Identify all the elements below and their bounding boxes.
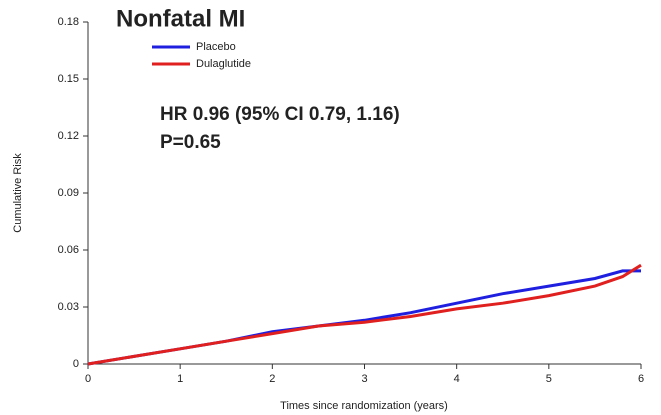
x-axis-label: Times since randomization (years) — [280, 400, 448, 412]
y-tick-label: 0.18 — [58, 16, 79, 28]
chart-title: Nonfatal MI — [116, 5, 245, 32]
y-tick-label: 0.03 — [58, 301, 79, 313]
x-tick-label: 0 — [85, 373, 91, 385]
legend-label: Dulaglutide — [196, 58, 251, 70]
y-axis-label: Cumulative Risk — [12, 153, 24, 233]
x-tick-label: 2 — [269, 373, 275, 385]
series-line — [87, 263, 642, 366]
x-tick-label: 3 — [361, 373, 367, 385]
y-tick-label: 0 — [73, 358, 79, 370]
y-tick-label: 0.12 — [58, 130, 79, 142]
y-tick-label: 0.09 — [58, 187, 79, 199]
x-tick-label: 6 — [638, 373, 644, 385]
y-tick-label: 0.15 — [58, 73, 79, 85]
y-tick-label: 0.06 — [58, 244, 79, 256]
x-tick-label: 4 — [454, 373, 460, 385]
annotation: P=0.65 — [160, 132, 221, 153]
annotation: HR 0.96 (95% CI 0.79, 1.16) — [160, 104, 400, 125]
legend-label: Placebo — [196, 41, 236, 53]
x-tick-label: 1 — [177, 373, 183, 385]
x-tick-label: 5 — [546, 373, 552, 385]
